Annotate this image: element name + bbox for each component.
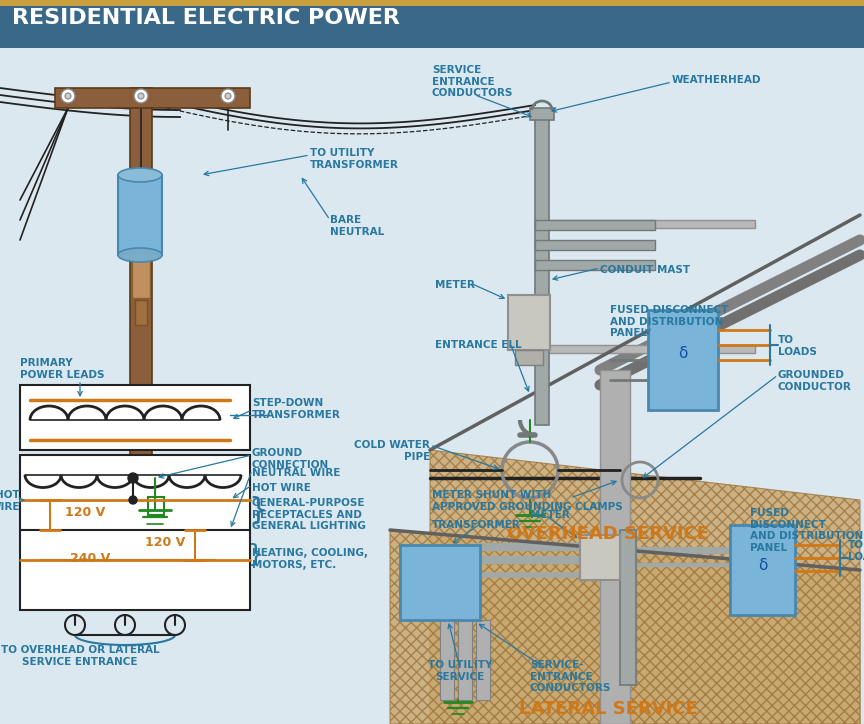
Text: TO
LOADS: TO LOADS <box>778 335 816 357</box>
Text: METER: METER <box>530 510 570 520</box>
Text: CONDUIT MAST: CONDUIT MAST <box>600 265 690 275</box>
Text: δ: δ <box>759 557 768 573</box>
Bar <box>535 220 755 228</box>
Bar <box>535 240 655 250</box>
Bar <box>20 385 250 450</box>
Text: TO OVERHEAD OR LATERAL
SERVICE ENTRANCE: TO OVERHEAD OR LATERAL SERVICE ENTRANCE <box>1 645 159 667</box>
Text: 240 V: 240 V <box>70 552 111 565</box>
Text: HEATING, COOLING,
MOTORS, ETC.: HEATING, COOLING, MOTORS, ETC. <box>252 548 368 570</box>
Bar <box>130 88 152 508</box>
Bar <box>535 260 655 270</box>
Bar <box>476 620 490 700</box>
Bar <box>118 175 162 255</box>
Circle shape <box>138 93 144 99</box>
Text: SERVICE-
ENTRANCE
CONDUCTORS: SERVICE- ENTRANCE CONDUCTORS <box>530 660 612 693</box>
Text: 120 V: 120 V <box>65 507 105 520</box>
Circle shape <box>128 473 138 483</box>
Circle shape <box>129 496 137 504</box>
Bar <box>730 525 795 615</box>
Bar <box>400 545 480 620</box>
Bar <box>132 258 150 298</box>
Circle shape <box>65 93 71 99</box>
Text: GENERAL-PURPOSE
RECEPTACLES AND
GENERAL LIGHTING: GENERAL-PURPOSE RECEPTACLES AND GENERAL … <box>252 498 365 531</box>
Text: COLD WATER
PIPE: COLD WATER PIPE <box>354 440 430 462</box>
Text: TO UTILITY
TRANSFORMER: TO UTILITY TRANSFORMER <box>310 148 399 169</box>
Bar <box>620 530 636 685</box>
Bar <box>580 535 620 580</box>
Polygon shape <box>390 530 860 724</box>
Text: ENTRANCE ELL: ENTRANCE ELL <box>435 340 522 350</box>
Text: NEUTRAL WIRE: NEUTRAL WIRE <box>252 468 340 478</box>
Circle shape <box>225 93 231 99</box>
Polygon shape <box>430 450 860 724</box>
Text: LATERAL SERVICE: LATERAL SERVICE <box>518 700 697 718</box>
Text: STEP-DOWN
TRANSFORMER: STEP-DOWN TRANSFORMER <box>252 398 341 420</box>
Bar <box>135 300 147 325</box>
Bar <box>440 620 454 700</box>
Circle shape <box>221 89 235 103</box>
Bar <box>0 0 864 6</box>
Text: GROUND
CONNECTION: GROUND CONNECTION <box>252 448 329 470</box>
Ellipse shape <box>118 248 162 262</box>
Text: PRIMARY
POWER LEADS: PRIMARY POWER LEADS <box>20 358 105 380</box>
Text: TO
LOADS: TO LOADS <box>848 540 864 562</box>
Text: METER: METER <box>435 280 475 290</box>
Bar <box>508 295 550 350</box>
Text: BARE
NEUTRAL: BARE NEUTRAL <box>330 215 384 237</box>
Bar <box>148 497 164 515</box>
Text: HOT
WIRE: HOT WIRE <box>0 490 20 512</box>
Text: 120 V: 120 V <box>145 536 185 550</box>
Text: FUSED
DISCONNECT
AND DISTRIBUTION
PANEL: FUSED DISCONNECT AND DISTRIBUTION PANEL <box>750 508 863 553</box>
Bar <box>535 115 549 425</box>
Text: OVERHEAD SERVICE: OVERHEAD SERVICE <box>507 525 709 543</box>
Bar <box>600 370 630 724</box>
Text: }: } <box>248 495 267 524</box>
Text: FUSED DISCONNECT
AND DISTRIBUTION
PANEL: FUSED DISCONNECT AND DISTRIBUTION PANEL <box>610 305 728 338</box>
Text: WEATHERHEAD: WEATHERHEAD <box>672 75 761 85</box>
Circle shape <box>61 89 75 103</box>
Bar <box>515 350 543 365</box>
Text: }: } <box>248 543 264 567</box>
Ellipse shape <box>118 168 162 182</box>
Circle shape <box>134 89 148 103</box>
Bar <box>535 345 755 353</box>
Text: HOT WIRE: HOT WIRE <box>252 483 311 493</box>
Bar <box>458 620 472 700</box>
Text: GROUNDED
CONDUCTOR: GROUNDED CONDUCTOR <box>778 370 852 392</box>
Bar <box>530 108 554 120</box>
Text: δ: δ <box>678 345 688 361</box>
Bar <box>648 310 718 410</box>
Text: TO UTILITY
SERVICE: TO UTILITY SERVICE <box>428 660 492 681</box>
Text: METER SHUNT WITH
APPROVED GROUNDING CLAMPS: METER SHUNT WITH APPROVED GROUNDING CLAM… <box>432 490 623 512</box>
Text: TRANSFORMER: TRANSFORMER <box>432 520 521 530</box>
Bar <box>535 220 655 230</box>
Text: RESIDENTIAL ELECTRIC POWER: RESIDENTIAL ELECTRIC POWER <box>12 8 400 28</box>
Bar <box>0 6 864 48</box>
Bar <box>55 88 250 108</box>
Text: SERVICE
ENTRANCE
CONDUCTORS: SERVICE ENTRANCE CONDUCTORS <box>432 65 513 98</box>
Bar <box>20 455 250 610</box>
